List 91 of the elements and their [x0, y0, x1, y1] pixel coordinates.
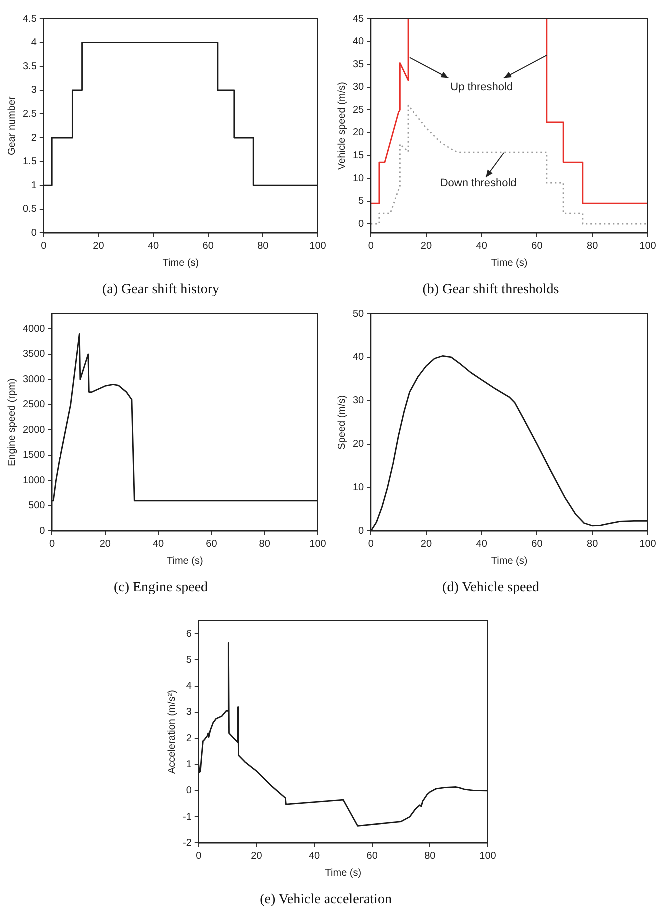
text: (b) Gear shift thresholds: [422, 282, 560, 298]
y-tick-label: 1: [31, 180, 38, 192]
y-tick-label: 40: [353, 352, 365, 364]
y-tick-label: 5: [186, 654, 192, 666]
x-tick-label: 60: [366, 850, 378, 862]
y-tick-label: 15: [353, 150, 365, 162]
x-tick-label: 40: [152, 538, 165, 550]
x-tick-label: 0: [196, 850, 202, 862]
x-tick-label: 0: [49, 538, 56, 550]
x-tick-label: 40: [308, 850, 321, 862]
x-tick-label: 60: [532, 240, 544, 252]
x-axis-title: Time (s): [166, 556, 204, 567]
x-tick-label: 80: [259, 538, 271, 550]
x-tick-label: 20: [420, 538, 432, 550]
x-tick-label: 100: [310, 538, 327, 550]
y-tick-label: 0: [40, 526, 46, 537]
y-tick-label: -2: [182, 838, 192, 849]
x-tick-label: 100: [640, 240, 657, 252]
line-series: [371, 104, 648, 225]
x-tick-label: 0: [368, 538, 374, 550]
y-axis-title: Speed (m/s): [336, 395, 348, 450]
x-tick-label: 20: [93, 240, 105, 252]
y-tick-label: 4000: [22, 324, 46, 335]
text: (c) Engine speed: [114, 580, 208, 596]
y-tick-label: -1: [182, 812, 192, 823]
y-tick-label: 30: [353, 396, 365, 407]
y-tick-label: 2: [31, 132, 38, 144]
y-tick-label: 4.5: [22, 14, 38, 25]
y-tick-label: 0: [358, 218, 365, 230]
y-tick-label: 2500: [22, 400, 46, 411]
annotation: Down threshold: [440, 178, 517, 190]
y-tick-label: 25: [353, 104, 365, 116]
y-tick-label: 10: [353, 482, 365, 494]
x-axis-title: Time (s): [325, 868, 362, 879]
x-axis-title: Time (s): [491, 556, 528, 567]
y-tick-label: 3000: [22, 374, 46, 386]
y-tick-label: 6: [186, 628, 192, 640]
x-tick-label: 80: [587, 240, 599, 252]
y-tick-label: 5: [358, 196, 365, 208]
annotation: Up threshold: [450, 81, 514, 94]
y-tick-label: 45: [353, 14, 365, 25]
y-tick-label: 40: [353, 36, 365, 48]
y-tick-label: 50: [353, 308, 365, 320]
x-tick-label: 60: [202, 240, 214, 252]
y-axis-title: Vehicle speed (m/s): [336, 82, 348, 170]
x-tick-label: 100: [640, 538, 657, 550]
x-tick-label: 40: [476, 538, 488, 550]
y-tick-label: 10: [353, 173, 365, 184]
y-tick-label: 1000: [22, 475, 46, 486]
y-tick-label: 0: [31, 228, 38, 239]
x-tick-label: 80: [587, 538, 599, 550]
y-axis-title: Engine speed (rpm): [6, 378, 18, 467]
x-tick-label: 20: [420, 240, 432, 252]
y-tick-label: 3: [31, 85, 38, 96]
x-tick-label: 40: [148, 240, 160, 252]
y-tick-label: 0: [186, 786, 192, 797]
y-tick-label: 35: [353, 59, 365, 70]
y-tick-label: 0: [358, 526, 365, 537]
y-tick-label: 1: [186, 760, 192, 771]
y-tick-label: 2.5: [22, 108, 38, 120]
x-axis-title: Time (s): [162, 258, 200, 269]
x-tick-label: 60: [532, 538, 544, 550]
y-tick-label: 1.5: [22, 156, 38, 168]
x-tick-label: 20: [251, 850, 263, 862]
x-tick-label: 40: [476, 240, 488, 252]
y-tick-label: 4: [31, 38, 38, 49]
y-axis-title: Acceleration (m/s²): [166, 690, 178, 774]
x-tick-label: 80: [258, 240, 270, 252]
x-tick-label: 100: [310, 240, 327, 252]
x-tick-label: 80: [424, 850, 436, 862]
y-tick-label: 3.5: [22, 61, 38, 72]
text: (e) Vehicle acceleration: [260, 892, 392, 908]
y-tick-label: 4: [186, 681, 192, 692]
y-tick-label: 3500: [22, 349, 46, 360]
y-tick-label: 2000: [22, 424, 46, 436]
y-tick-label: 500: [28, 500, 46, 512]
text: (a) Gear shift history: [102, 282, 220, 298]
x-tick-label: 60: [206, 538, 218, 550]
x-axis-title: Time (s): [491, 258, 528, 269]
x-tick-label: 0: [368, 240, 374, 252]
y-tick-label: 2: [186, 733, 192, 744]
y-tick-label: 0.5: [22, 204, 38, 216]
x-tick-label: 100: [480, 850, 497, 862]
y-tick-label: 20: [353, 128, 365, 139]
y-tick-label: 30: [353, 82, 365, 94]
y-tick-label: 20: [353, 439, 365, 450]
y-axis-title: Gear number: [6, 96, 18, 156]
y-tick-label: 1500: [22, 450, 46, 462]
y-tick-label: 3: [186, 707, 192, 718]
x-tick-label: 20: [100, 538, 112, 550]
text: (d) Vehicle speed: [442, 580, 540, 596]
